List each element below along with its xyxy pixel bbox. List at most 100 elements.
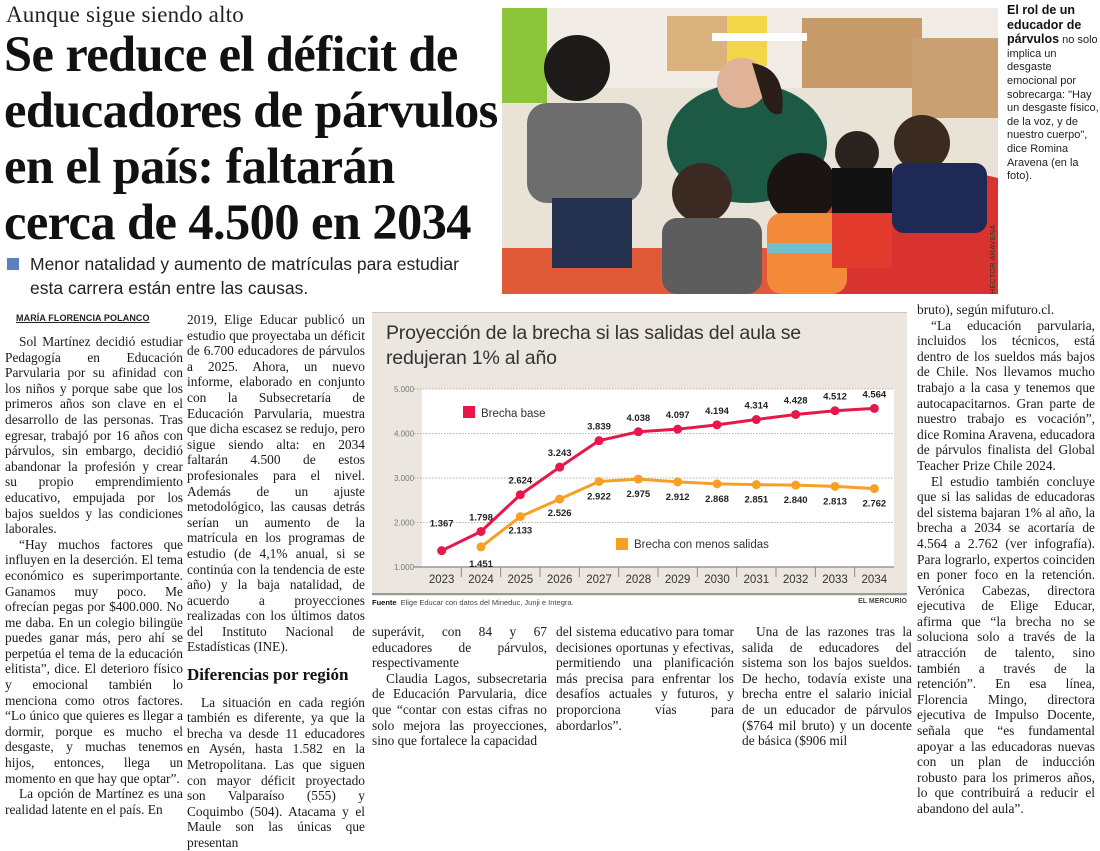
- y-tick-label: 2.000: [394, 519, 415, 528]
- data-point: [476, 542, 486, 552]
- data-point: [515, 490, 525, 500]
- paragraph: La situación en cada región también es d…: [187, 694, 365, 850]
- data-point: [555, 462, 565, 472]
- paragraph: La opción de Martínez es una realidad la…: [5, 786, 183, 817]
- paragraph: “La educación parvularia, incluidos los …: [917, 317, 1095, 473]
- data-point: [515, 512, 525, 522]
- x-tick-label: 2033: [822, 574, 848, 586]
- x-tick-label: 2025: [508, 574, 534, 586]
- article-photo: [502, 8, 998, 294]
- data-point: [555, 494, 565, 504]
- x-tick-label: 2024: [468, 574, 494, 586]
- data-point: [437, 546, 447, 556]
- data-point: [476, 526, 486, 536]
- legend-swatch-brecha-menos-salidas: [616, 538, 628, 550]
- infographic: Proyección de la brecha si las salidas d…: [372, 312, 907, 612]
- data-point: [633, 474, 643, 484]
- paragraph: El estudio también concluye que si las s…: [917, 473, 1095, 816]
- legend-label-brecha-menos-salidas: Brecha con menos salidas: [634, 539, 769, 551]
- data-point: [830, 481, 840, 491]
- data-label: 4.194: [705, 406, 729, 417]
- data-point: [791, 480, 801, 490]
- photo-illustration: [502, 8, 998, 294]
- data-label: 2.813: [823, 496, 847, 507]
- x-tick-label: 2028: [626, 574, 652, 586]
- data-label: 4.564: [862, 389, 886, 400]
- data-point: [594, 476, 604, 486]
- caption-lead: El rol de un educador de párvulos: [1007, 3, 1082, 47]
- photo-caption: El rol de un educador de párvulos no sol…: [1007, 3, 1099, 184]
- brand-label: EL MERCURIO: [858, 598, 907, 605]
- data-label: 2.975: [626, 489, 650, 500]
- data-label: 4.038: [626, 413, 650, 424]
- body-column-4: del sistema educativo para tomar decisio…: [556, 624, 734, 733]
- byline: MARÍA FLORENCIA POLANCO: [16, 313, 150, 323]
- data-label: 2.762: [862, 499, 886, 510]
- source-text: Elige Educar con datos del Mineduc, Junj…: [400, 598, 574, 607]
- x-tick-label: 2032: [783, 574, 809, 586]
- y-tick-label: 1.000: [394, 563, 415, 572]
- paragraph: Una de las razones tras la salida de edu…: [742, 624, 912, 749]
- data-point: [791, 409, 801, 419]
- body-column-2: 2019, Elige Educar publicó un estudio qu…: [187, 312, 365, 851]
- data-point: [594, 436, 604, 446]
- data-label: 4.314: [744, 401, 768, 412]
- data-label: 2.912: [666, 492, 690, 503]
- x-tick-label: 2027: [586, 574, 612, 586]
- x-tick-label: 2031: [744, 574, 770, 586]
- data-point: [751, 480, 761, 490]
- data-label: 2.851: [744, 495, 768, 506]
- data-label: 4.512: [823, 392, 847, 403]
- data-point: [712, 420, 722, 430]
- data-label: 2.840: [784, 495, 808, 506]
- dek-text: Menor natalidad y aumento de matrículas …: [30, 254, 459, 298]
- data-label: 2.624: [508, 476, 532, 487]
- body-column-3: superávit, con 84 y 67 educadores de pár…: [372, 624, 547, 749]
- data-point: [673, 424, 683, 434]
- data-point: [830, 406, 840, 416]
- data-label: 1.367: [430, 519, 454, 530]
- bullet-square-icon: [7, 258, 19, 270]
- legend-swatch-brecha-base: [463, 406, 475, 418]
- paragraph: 2019, Elige Educar publicó un estudio qu…: [187, 312, 365, 655]
- x-tick-label: 2026: [547, 574, 573, 586]
- x-tick-label: 2023: [429, 574, 455, 586]
- data-label: 3.243: [548, 448, 572, 459]
- data-label: 4.428: [784, 395, 808, 406]
- photo-credit: HÉCTOR ARAVENA: [990, 224, 997, 294]
- subhead: Diferencias por región: [187, 665, 349, 685]
- data-point: [869, 403, 879, 413]
- source-label: Fuente: [372, 598, 397, 607]
- data-label: 2.526: [548, 508, 572, 519]
- kicker: Aunque sigue siendo alto: [6, 2, 244, 27]
- data-point: [869, 484, 879, 494]
- paragraph: “Hay muchos factores que influyen en la …: [5, 536, 183, 786]
- paragraph: del sistema educativo para tomar decisio…: [556, 624, 734, 733]
- data-label: 3.839: [587, 422, 611, 433]
- headline: Se reduce el déficit de educadores de pá…: [4, 26, 498, 250]
- data-label: 2.922: [587, 491, 611, 502]
- body-column-6: bruto), según mifuturo.cl. “La educación…: [917, 302, 1095, 817]
- body-column-5: Una de las razones tras la salida de edu…: [742, 624, 912, 749]
- data-label: 1.798: [469, 512, 493, 523]
- data-label: 1.451: [469, 559, 493, 570]
- data-point: [633, 427, 643, 437]
- paragraph: bruto), según mifuturo.cl.: [917, 302, 1055, 317]
- data-point: [673, 477, 683, 487]
- paragraph: superávit, con 84 y 67 educadores de pár…: [372, 624, 547, 671]
- line-chart: 1.000 2.000 3.000 4.000 5.000 2023 2024 2025 202…: [372, 385, 907, 595]
- dek: Menor natalidad y aumento de matrículas …: [6, 252, 496, 300]
- paragraph: Sol Martínez decidió estudiar Pedagogía …: [5, 334, 183, 537]
- chart-title: Proyección de la brecha si las salidas d…: [386, 322, 801, 369]
- y-tick-label: 3.000: [394, 474, 415, 483]
- paragraph: Claudia Lagos, subsecretaria de Educació…: [372, 670, 547, 749]
- data-point: [751, 415, 761, 425]
- data-label: 2.868: [705, 494, 729, 505]
- series-line-brecha-base: [441, 406, 875, 553]
- caption-text: no solo implica un desgaste emocional po…: [1007, 34, 1099, 183]
- x-tick-label: 2034: [862, 574, 888, 586]
- x-tick-label: 2030: [704, 574, 730, 586]
- y-tick-label: 4.000: [394, 430, 415, 439]
- data-label: 4.097: [666, 410, 690, 421]
- body-column-1: Sol Martínez decidió estudiar Pedagogía …: [5, 334, 183, 817]
